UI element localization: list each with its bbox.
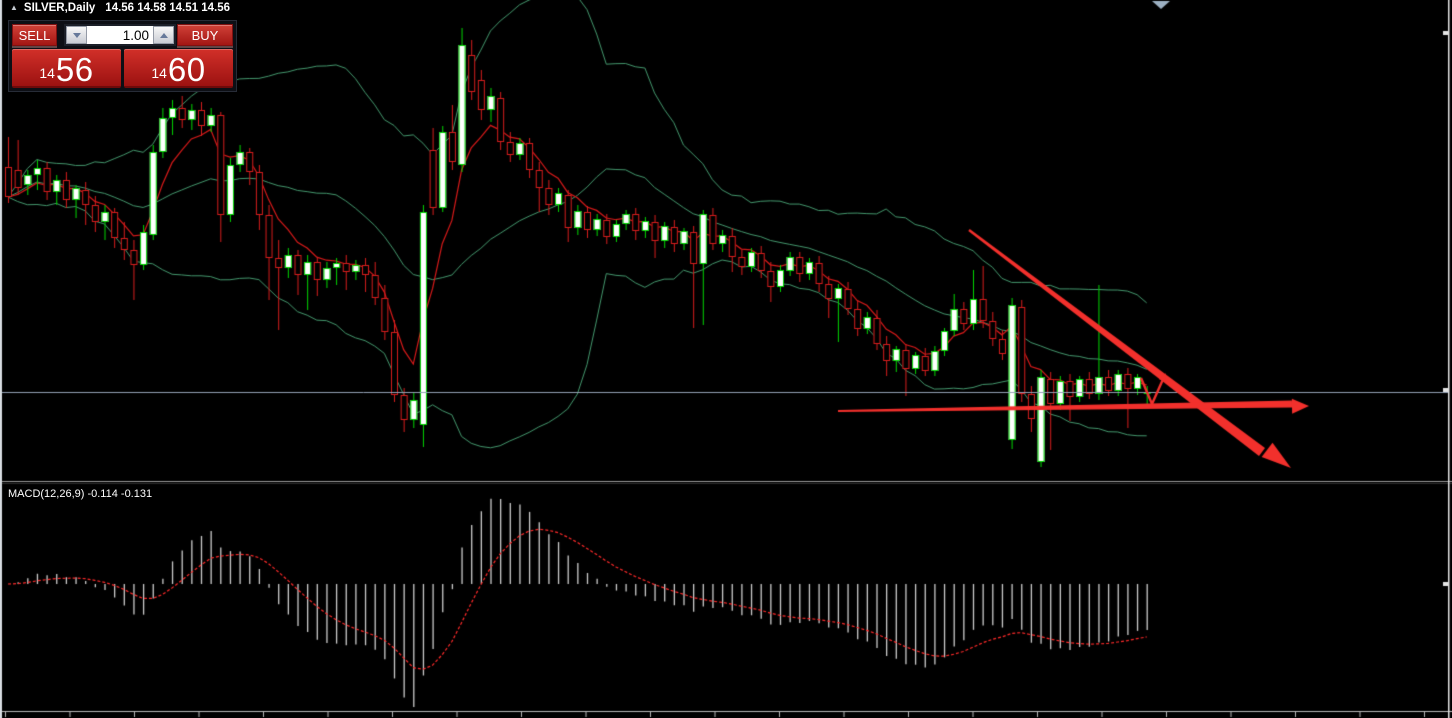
chevron-down-icon [72,32,81,38]
volume-increase-button[interactable] [153,26,174,44]
bid-price-tile[interactable]: 14 56 [12,49,121,88]
chevron-up-icon [159,32,168,38]
ask-price-integer: 14 [151,65,167,81]
macd-indicator-label: MACD(12,26,9) -0.114 -0.131 [8,488,153,500]
volume-decrease-button[interactable] [66,26,87,44]
ask-price-pips: 60 [167,50,206,88]
ohlc-values: 14.56 14.58 14.51 14.56 [105,2,230,14]
one-click-trading-panel: SELL BUY 14 56 14 60 [8,20,237,92]
collapse-triangle-icon[interactable]: ▲ [10,3,18,12]
symbol-period-label: SILVER,Daily [23,2,96,14]
volume-spinner [64,24,176,46]
trade-prices-row: 14 56 14 60 [12,49,233,88]
bid-price-pips: 56 [55,50,94,88]
chart-title: ▲ SILVER,Daily 14.56 14.58 14.51 14.56 [10,2,230,14]
ask-price-tile[interactable]: 14 60 [124,49,233,88]
bid-price-integer: 14 [39,65,55,81]
sell-button[interactable]: SELL [12,24,57,46]
trade-controls-row: SELL BUY [12,24,233,46]
volume-input[interactable] [87,26,153,44]
buy-button[interactable]: BUY [177,24,233,46]
